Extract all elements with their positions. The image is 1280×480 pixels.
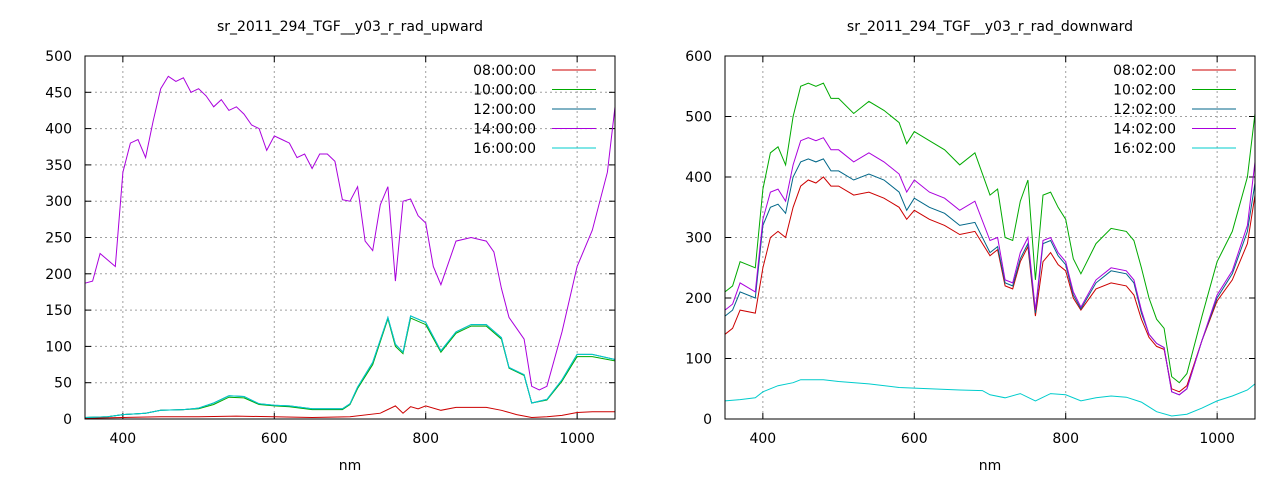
chart-upward-svg: sr_2011_294_TGF__y03_r_rad_upward 0 50 100 1… [45,19,616,474]
chart-1-ytick-label: 250 [45,231,72,247]
chart-2-ytick-label: 300 [685,231,712,247]
chart-1-xtick-label: 600 [261,431,288,447]
chart-1-legend-label: 16:00:00 [473,141,536,157]
chart-1-legend-label: 10:00:00 [473,83,536,99]
chart-1-ytick-label: 50 [54,376,72,392]
chart-2-ytick-label: 0 [703,412,712,428]
chart-2-ytick-label: 600 [685,49,712,65]
chart-1-ytick-label: 450 [45,85,72,101]
chart-2-legend-label: 08:02:00 [1113,63,1176,79]
chart-downward-svg: sr_2011_294_TGF__y03_r_rad_downward 0 100 2… [685,19,1256,474]
chart-2-legend-label: 16:02:00 [1113,141,1176,157]
chart-1-ytick-label: 350 [45,158,72,174]
chart-2-plot-frame [724,55,1256,420]
chart-2-ytick-label: 100 [685,352,712,368]
chart-1-legend-label: 12:00:00 [473,102,536,118]
chart-1-legend-label: 14:00:00 [473,122,536,138]
chart-2-ytick-label: 500 [685,110,712,126]
chart-1-series-line-4 [84,75,616,391]
chart-2-ytick-label: 200 [685,291,712,307]
chart-2-series-line-2 [724,82,1256,384]
chart-2-title: sr_2011_294_TGF__y03_r_rad_downward [847,19,1133,35]
chart-1-xtick-label: 400 [109,431,136,447]
chart-2-ytick-label: 400 [685,170,712,186]
chart-1-ytick-label: 300 [45,194,72,210]
chart-2-legend-label: 12:02:00 [1113,102,1176,118]
chart-1-xtick-label: 800 [412,431,439,447]
chart-1-ytick-label: 100 [45,339,72,355]
chart-2-xlabel: nm [979,458,1002,474]
chart-upward: sr_2011_294_TGF__y03_r_rad_upward 0 50 100 1… [45,19,616,474]
chart-2-legend-label: 14:02:00 [1113,122,1176,138]
chart-1-ytick-label: 400 [45,122,72,138]
chart-1-ytick-label: 500 [45,49,72,65]
chart-2-xtick-label: 400 [749,431,776,447]
chart-1-ytick-label: 200 [45,267,72,283]
chart-1-xlabel: nm [339,458,362,474]
chart-1-ytick-label: 0 [63,412,72,428]
chart-2-xtick-label: 800 [1052,431,1079,447]
chart-1-series-line-1 [84,405,615,419]
chart-1-plot-frame [84,55,616,420]
chart-2-series-line-4 [724,137,1256,396]
chart-2-xtick-label: 1000 [1199,431,1235,447]
chart-1-title: sr_2011_294_TGF__y03_r_rad_upward [217,19,483,35]
chart-2-xtick-label: 600 [901,431,928,447]
chart-2-series-line-5 [724,379,1256,417]
chart-2-series-line-1 [724,176,1256,393]
chart-1-xtick-label: 1000 [559,431,595,447]
chart-downward: sr_2011_294_TGF__y03_r_rad_downward 0 100 2… [640,0,1280,480]
chart-1-ytick-label: 150 [45,303,72,319]
chart-1-series-line-5 [84,315,616,418]
chart-2-legend-label: 10:02:00 [1113,83,1176,99]
chart-1-legend-label: 08:00:00 [473,63,536,79]
